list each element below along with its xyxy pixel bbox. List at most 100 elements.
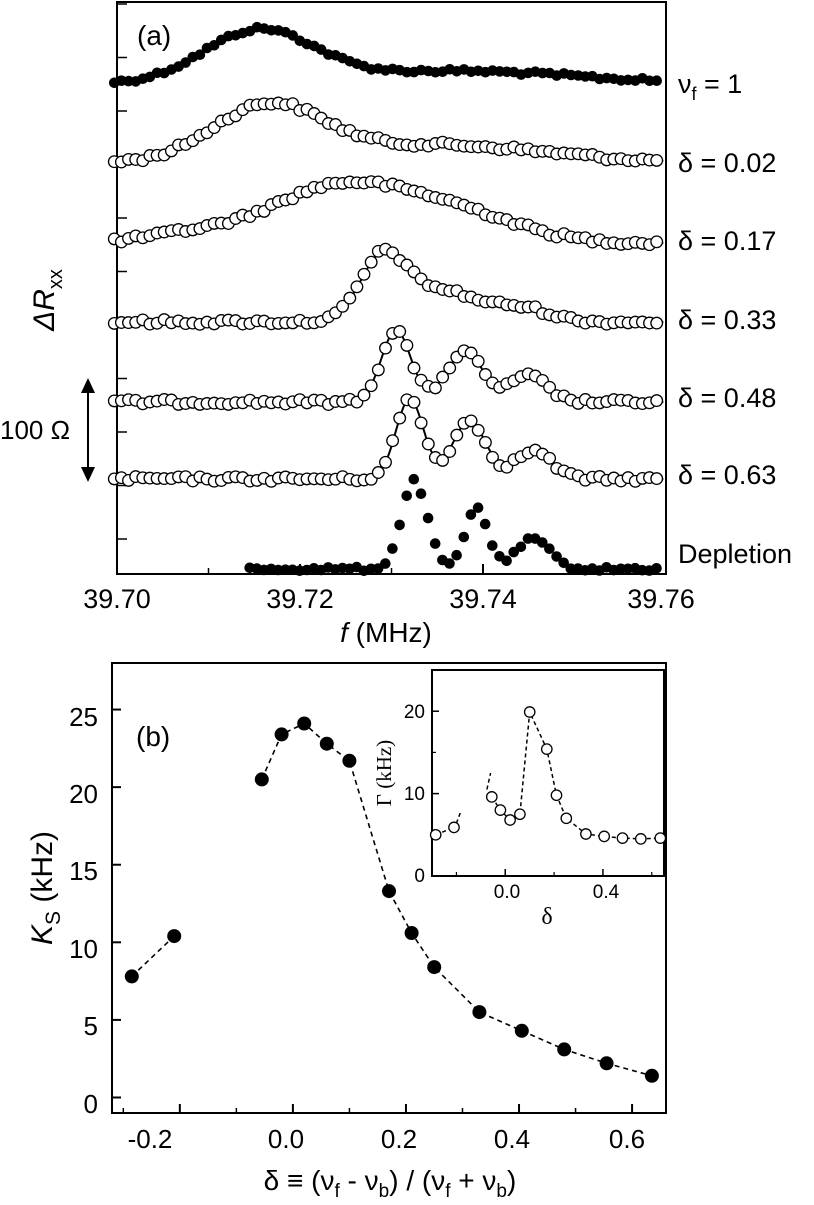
- gamma-point: [580, 828, 592, 840]
- gamma-point: [429, 828, 442, 841]
- inset-xlabel: δ: [541, 904, 552, 930]
- inset-chart: 0 10 20 0.0 0.4 Γ (kHz) δ: [372, 669, 667, 930]
- gamma-point: [523, 706, 536, 718]
- data-point: [472, 502, 484, 513]
- data-point: [436, 370, 450, 384]
- data-point: [336, 299, 350, 313]
- scale-bar-arrow-down-icon: [81, 467, 95, 482]
- gamma-point: [616, 832, 629, 844]
- data-point: [387, 543, 398, 554]
- inset-ytick-label: 20: [404, 702, 425, 723]
- data-point: [464, 414, 478, 428]
- panel-b-xtick-label: -0.2: [128, 1124, 173, 1154]
- data-point: [443, 445, 457, 458]
- data-point: [651, 563, 662, 574]
- data-point: [393, 411, 407, 425]
- data-point: [478, 368, 492, 381]
- curve--f-1: [109, 21, 662, 89]
- inset-ylabel: Γ (kHz): [372, 740, 396, 806]
- ks-point: [167, 929, 182, 944]
- panel-b-ytick-label: 5: [84, 1011, 98, 1041]
- panel-a-xtick-label: 39.70: [83, 584, 151, 614]
- panel-b-label: (b): [136, 721, 170, 752]
- data-point: [543, 380, 557, 394]
- data-point: [651, 75, 662, 86]
- gamma-point: [560, 812, 573, 825]
- data-point: [451, 549, 462, 561]
- data-point: [436, 453, 450, 467]
- data-point: [414, 416, 428, 430]
- curve-label-d017: δ = 0.17: [678, 226, 776, 256]
- panel-a-xlabel: f (MHz): [340, 617, 432, 648]
- data-point: [471, 423, 485, 437]
- data-point: [650, 316, 664, 330]
- data-point: [501, 555, 512, 567]
- data-point: [364, 379, 378, 393]
- panel-b-frame: [111, 662, 667, 1114]
- panel-b: (b) 0 5 10 15 20 25 -0.2 0.0 0.2 0.4 0.6…: [26, 662, 667, 1202]
- inset-ticks: [432, 710, 653, 877]
- ks-point: [427, 960, 442, 975]
- data-point: [394, 519, 405, 531]
- panel-a-ticks: [116, 3, 667, 574]
- gamma-point: [654, 832, 667, 844]
- data-point: [194, 49, 206, 60]
- panel-a-xtick-label: 39.72: [266, 584, 334, 614]
- ks-point: [472, 1005, 487, 1020]
- data-point: [486, 450, 499, 464]
- dashed-connector: [131, 935, 175, 977]
- ks-point: [382, 884, 396, 899]
- panel-b-xtick-label: 0.0: [268, 1124, 304, 1154]
- curve-label-d063: δ = 0.63: [678, 460, 776, 490]
- panel-a-ylabel: ΔRxx: [28, 269, 67, 332]
- panel-b-xlabel: δ ≡ (νf - νb) / (νf + νb): [264, 1165, 517, 1202]
- dashed-stub: [455, 809, 463, 824]
- data-point: [443, 361, 457, 375]
- data-point: [465, 509, 477, 520]
- panel-b-ticks: [112, 708, 634, 1113]
- data-point: [429, 538, 441, 549]
- data-point: [401, 490, 413, 502]
- gamma-point: [540, 743, 553, 755]
- gamma-point: [494, 804, 507, 816]
- panel-b-data: [124, 716, 659, 1083]
- curve--0-02: [107, 96, 664, 169]
- panel-a-xtick-label: 39.74: [449, 584, 517, 614]
- ks-point: [319, 736, 334, 751]
- panel-b-ylabel: KS (kHz): [26, 831, 65, 945]
- curve--0-48: [107, 325, 664, 411]
- data-point: [421, 437, 435, 451]
- ks-point: [254, 772, 269, 787]
- ks-point: [297, 716, 312, 731]
- data-point: [650, 394, 664, 408]
- data-point: [379, 455, 392, 469]
- gamma-point: [634, 833, 647, 845]
- panel-b-xtick-label: 0.2: [381, 1124, 417, 1154]
- ks-point: [514, 1023, 529, 1038]
- curve--0-17: [107, 175, 664, 252]
- data-point: [371, 466, 385, 479]
- data-point: [422, 512, 434, 524]
- data-point: [464, 346, 478, 360]
- inset-frame: [431, 669, 665, 877]
- inset-ytick-label: 0: [414, 866, 425, 887]
- data-point: [543, 451, 557, 465]
- panel-b-ytick-label: 20: [69, 779, 98, 809]
- data-point: [364, 255, 378, 269]
- data-point: [558, 557, 569, 569]
- data-point: [444, 558, 455, 569]
- data-point: [407, 361, 421, 375]
- data-point: [471, 354, 485, 368]
- data-point: [478, 435, 492, 449]
- panel-a-xtick-label: 39.76: [627, 584, 695, 614]
- panel-b-ytick-label: 15: [69, 856, 98, 886]
- gamma-point: [514, 808, 526, 821]
- ks-point: [557, 1042, 572, 1057]
- scale-bar-label: 100 Ω: [0, 415, 70, 445]
- data-point: [400, 338, 414, 352]
- data-point: [650, 153, 664, 167]
- data-point: [515, 541, 527, 553]
- data-point: [415, 488, 427, 500]
- panel-a-label: (a): [137, 20, 171, 51]
